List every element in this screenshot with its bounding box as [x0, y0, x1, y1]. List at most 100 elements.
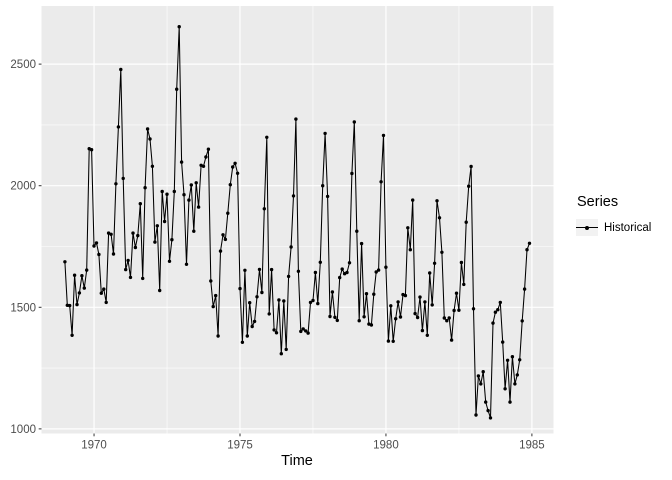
series-point — [269, 267, 274, 272]
series-point — [316, 301, 320, 306]
series-point — [493, 310, 498, 314]
series-point — [452, 308, 456, 313]
series-point — [240, 340, 245, 344]
series-point — [257, 267, 262, 272]
series-point — [145, 127, 150, 131]
series-point — [274, 331, 279, 335]
series-point — [272, 328, 276, 332]
series-point — [248, 301, 252, 305]
series-point — [459, 260, 464, 265]
series-point — [165, 192, 169, 196]
series-point — [406, 226, 410, 230]
series-point — [496, 308, 500, 312]
series-point — [284, 347, 288, 352]
series-point — [131, 231, 135, 235]
series-point — [245, 334, 249, 338]
series-point — [196, 205, 201, 209]
y-tick-label: 1000 — [10, 424, 36, 436]
x-tick-label: 1980 — [373, 440, 399, 452]
series-point — [391, 339, 395, 343]
series-point — [525, 248, 529, 252]
series-point — [201, 164, 206, 168]
series-point — [449, 338, 454, 342]
legend: Series Historical — [576, 194, 651, 236]
series-point — [398, 315, 403, 319]
series-point — [501, 340, 505, 344]
x-tick-label: 1985 — [519, 440, 545, 452]
series-point — [471, 307, 476, 311]
series-point — [187, 198, 191, 202]
series-point — [476, 374, 481, 378]
series-point — [177, 25, 181, 29]
series-point — [175, 87, 179, 91]
legend-key-dot — [585, 225, 589, 230]
series-point — [192, 229, 196, 233]
series-point — [182, 193, 186, 197]
series-point — [265, 135, 269, 139]
series-point — [238, 286, 242, 291]
series-point — [389, 304, 393, 308]
series-point — [425, 333, 429, 337]
series-point — [447, 316, 451, 320]
series-point — [347, 261, 352, 265]
series-point — [85, 268, 89, 272]
series-point — [435, 199, 439, 203]
series-point — [301, 327, 305, 331]
series-point — [413, 311, 417, 316]
series-point — [328, 314, 332, 319]
series-point — [216, 334, 220, 338]
series-point — [335, 318, 339, 323]
series-point — [119, 67, 123, 72]
series-point — [128, 275, 133, 280]
series-point — [204, 155, 208, 159]
series-point — [338, 275, 342, 280]
series-point — [158, 288, 162, 293]
series-point — [138, 202, 142, 206]
series-point — [99, 291, 104, 295]
series-point — [133, 245, 138, 250]
series-point — [291, 194, 296, 198]
series-point — [384, 265, 388, 269]
series-point — [172, 189, 176, 194]
series-point — [189, 183, 193, 187]
series-point — [381, 133, 386, 138]
series-point — [167, 259, 172, 263]
series-point — [440, 250, 444, 254]
series-point — [423, 300, 427, 304]
series-point — [235, 171, 240, 175]
series-point — [141, 276, 145, 281]
series-point — [379, 180, 383, 184]
series-point — [252, 319, 257, 324]
series-point — [457, 308, 461, 312]
series-point — [352, 120, 356, 124]
series-point — [124, 267, 128, 272]
series-point — [233, 161, 237, 165]
series-point — [294, 117, 298, 121]
series-point — [262, 207, 266, 211]
series-point — [479, 382, 483, 386]
series-point — [488, 416, 493, 420]
x-tick-label: 1975 — [227, 440, 253, 452]
series-point — [520, 319, 524, 323]
series-point — [162, 219, 167, 224]
x-axis-title: Time — [281, 453, 313, 469]
series-point — [340, 267, 344, 271]
series-point — [428, 271, 432, 275]
series-point — [374, 270, 378, 274]
series-point — [369, 323, 374, 327]
series-point — [289, 245, 293, 249]
series-point — [150, 164, 155, 168]
series-point — [70, 333, 74, 337]
series-point — [386, 339, 391, 343]
series-point — [89, 148, 94, 152]
series-point — [432, 261, 437, 265]
series-point — [102, 287, 106, 291]
series-point — [364, 292, 369, 296]
series-point — [437, 216, 442, 220]
series-point — [442, 316, 446, 320]
series-point — [350, 171, 354, 176]
series-point — [505, 358, 510, 362]
series-point — [155, 224, 159, 228]
legend-entry-historical: Historical — [576, 219, 651, 236]
series-point — [318, 260, 322, 264]
